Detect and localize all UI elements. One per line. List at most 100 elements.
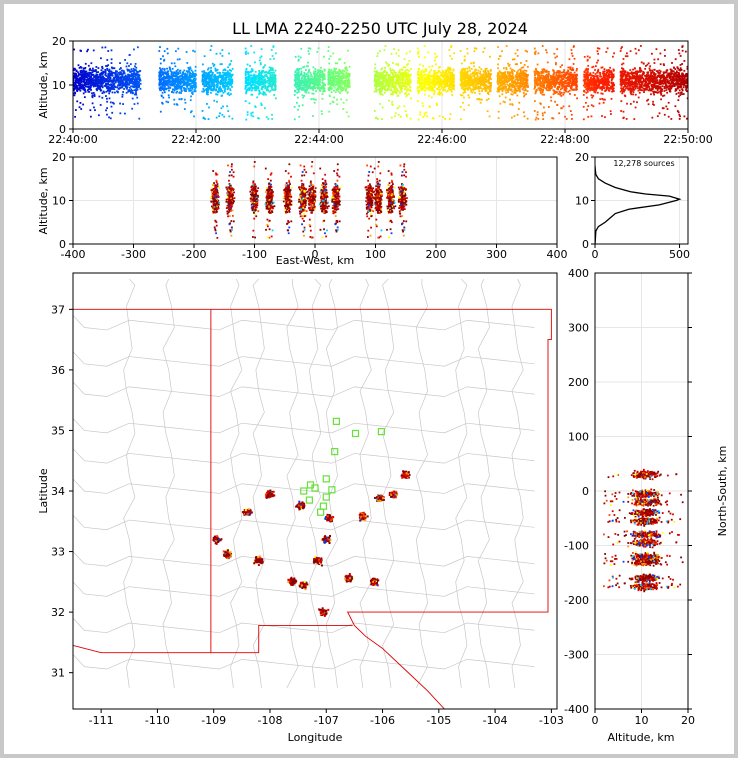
time-altitude-point (218, 88, 221, 90)
time-altitude-point (312, 87, 314, 90)
time-altitude-point (308, 52, 310, 55)
time-altitude-point (509, 98, 511, 101)
time-altitude-point (110, 58, 113, 61)
time-altitude-point (296, 84, 299, 87)
time-altitude-point (335, 81, 338, 83)
time-altitude-point (81, 83, 83, 86)
time-altitude-point (378, 87, 381, 90)
time-altitude-point (465, 84, 468, 86)
time-altitude-point (189, 87, 192, 89)
time-altitude-point (499, 102, 502, 105)
time-altitude-point (387, 76, 390, 79)
time-altitude-point (113, 84, 115, 87)
time-altitude-point (488, 77, 491, 80)
time-altitude-point (305, 73, 308, 75)
time-altitude-point (447, 87, 450, 90)
time-altitude-point (250, 83, 253, 86)
time-altitude-point (377, 75, 380, 78)
time-altitude-point (74, 82, 77, 85)
time-altitude-point (387, 79, 390, 82)
time-altitude-point (329, 80, 332, 82)
time-altitude-point (273, 71, 275, 74)
time-altitude-point (95, 66, 98, 68)
time-altitude-point (340, 77, 343, 80)
time-altitude-point (262, 84, 265, 86)
time-altitude-point (203, 81, 205, 83)
time-altitude-point (178, 70, 181, 73)
time-altitude-point (399, 76, 401, 79)
time-altitude-point (337, 87, 340, 90)
time-altitude-point (397, 90, 400, 92)
time-altitude-point (399, 115, 402, 118)
time-altitude-point (308, 86, 311, 89)
time-altitude-point (260, 48, 263, 51)
time-altitude-point (297, 69, 300, 72)
time-altitude-point (258, 80, 260, 82)
time-altitude-point (231, 86, 233, 88)
time-altitude-point (93, 93, 96, 96)
time-altitude-point (91, 92, 93, 95)
time-altitude-point (190, 72, 192, 75)
time-altitude-point (480, 80, 483, 83)
time-altitude-point (180, 88, 183, 91)
time-altitude-point (409, 86, 412, 89)
time-altitude-point (260, 55, 263, 58)
time-altitude-point (436, 75, 439, 78)
time-altitude-point (212, 65, 215, 67)
time-altitude-point (339, 80, 342, 83)
time-altitude-point (427, 76, 430, 79)
time-altitude-point (313, 101, 316, 104)
time-altitude-point (117, 91, 119, 94)
time-altitude-point (451, 82, 454, 85)
time-altitude-point (187, 70, 190, 73)
time-altitude-point (175, 103, 178, 106)
time-altitude-point (73, 92, 75, 95)
time-altitude-point (435, 63, 437, 66)
time-altitude-point (523, 95, 525, 98)
time-altitude-point (249, 81, 251, 84)
time-altitude-point (203, 55, 206, 58)
time-altitude-point (253, 73, 255, 76)
time-altitude-point (465, 81, 468, 84)
time-altitude-point (348, 84, 351, 87)
time-altitude-point (467, 75, 470, 78)
time-altitude-point (328, 58, 331, 60)
time-altitude-point (395, 63, 398, 66)
time-altitude-point (136, 102, 139, 105)
time-altitude-point (473, 74, 476, 77)
time-altitude-point (159, 88, 161, 91)
time-altitude-point (307, 87, 310, 90)
time-altitude-point (445, 70, 448, 73)
time-altitude-point (476, 75, 479, 78)
time-altitude-point (189, 67, 192, 70)
time-altitude-point (100, 85, 103, 88)
time-altitude-point (474, 70, 476, 72)
time-altitude-point (213, 75, 216, 78)
time-altitude-point (255, 89, 258, 92)
time-altitude-point (312, 66, 315, 69)
time-altitude-point (109, 83, 112, 86)
time-altitude-point (258, 72, 260, 75)
time-altitude-point (89, 79, 91, 82)
time-altitude-point (341, 76, 344, 79)
time-altitude-point (210, 69, 212, 72)
time-altitude-point (317, 80, 320, 83)
time-altitude-point (407, 63, 409, 65)
time-altitude-point (302, 66, 305, 69)
time-altitude-point (450, 72, 453, 75)
time-altitude-point (485, 99, 488, 102)
time-altitude-point (320, 110, 323, 113)
time-altitude-point (422, 115, 425, 118)
time-altitude-point (103, 77, 106, 79)
time-altitude-point (130, 74, 133, 77)
time-altitude-point (301, 84, 304, 87)
time-altitude-point (472, 62, 475, 65)
time-altitude-point (127, 90, 130, 93)
time-altitude-point (384, 66, 386, 69)
time-altitude-point (79, 85, 82, 88)
time-altitude-point (342, 101, 345, 104)
time-altitude-point (475, 71, 478, 74)
time-altitude-point (466, 79, 469, 82)
time-altitude-point (512, 80, 515, 83)
time-altitude-point (250, 74, 253, 77)
